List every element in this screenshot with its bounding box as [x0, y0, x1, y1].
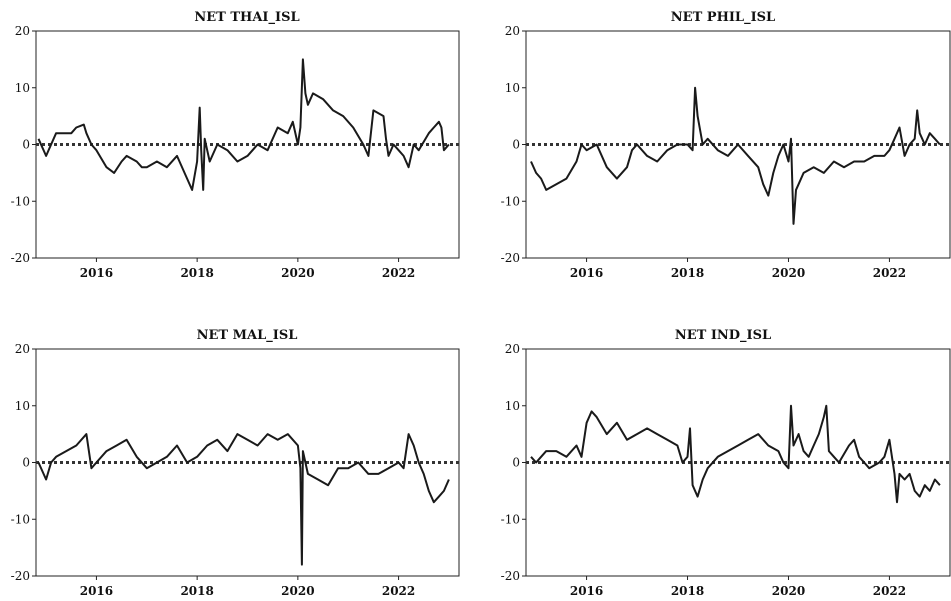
- series-line: [530, 86, 941, 225]
- panel-net-mal-isl: NET MAL_ISL 20 10 0 -10 -20 2016 2018 2020 2022: [11, 328, 460, 598]
- y-tick-label: 0: [512, 138, 520, 152]
- chart-title: NET PHIL_ISL: [671, 10, 775, 25]
- y-tick-label: 20: [15, 342, 30, 356]
- y-tick-label: -10: [501, 512, 520, 526]
- x-tick-label: 2022: [382, 266, 415, 280]
- y-tick-label: -10: [11, 512, 30, 526]
- x-tick-label: 2018: [180, 266, 213, 280]
- x-tick-label: 2016: [80, 584, 113, 598]
- y-tick-label: 0: [22, 138, 30, 152]
- x-tick-label: 2018: [671, 266, 704, 280]
- y-tick-label: -10: [11, 194, 30, 208]
- x-tick-label: 2018: [180, 584, 213, 598]
- x-tick-label: 2016: [570, 266, 603, 280]
- x-tick-label: 2016: [570, 584, 603, 598]
- y-tick-label: -20: [501, 251, 520, 265]
- y-tick-label: 20: [505, 342, 520, 356]
- y-tick-label: 10: [505, 399, 520, 413]
- x-tick-label: 2020: [281, 266, 314, 280]
- panel-net-thai-isl: NET THAI_ISL 20 10 0 -10 -20 2016 2018 2020 2022: [11, 10, 460, 280]
- y-tick-label: -20: [11, 569, 30, 583]
- series-line: [37, 58, 450, 191]
- x-tick-label: 2022: [873, 584, 906, 598]
- y-tick-label: 20: [15, 24, 30, 38]
- y-tick-label: -20: [11, 251, 30, 265]
- x-tick-label: 2020: [772, 266, 805, 280]
- x-tick-label: 2020: [772, 584, 805, 598]
- series-line: [530, 404, 941, 504]
- chart-title: NET THAI_ISL: [194, 10, 299, 25]
- x-tick-label: 2016: [80, 266, 113, 280]
- x-tick-label: 2020: [281, 584, 314, 598]
- panel-net-phil-isl: NET PHIL_ISL 20 10 0 -10 -20 2016 2018 2020 2022: [501, 10, 951, 280]
- y-tick-label: 20: [505, 24, 520, 38]
- y-tick-label: 0: [512, 456, 520, 470]
- y-tick-label: -10: [501, 194, 520, 208]
- y-tick-label: -20: [501, 569, 520, 583]
- y-tick-label: 0: [22, 456, 30, 470]
- chart-title: NET IND_ISL: [675, 328, 771, 343]
- x-tick-label: 2018: [671, 584, 704, 598]
- y-tick-label: 10: [15, 399, 30, 413]
- panel-net-ind-isl: NET IND_ISL 20 10 0 -10 -20 2016 2018 2020 2022: [501, 328, 951, 598]
- chart-title: NET MAL_ISL: [197, 328, 298, 343]
- x-tick-label: 2022: [382, 584, 415, 598]
- y-tick-label: 10: [505, 81, 520, 95]
- y-tick-label: 10: [15, 81, 30, 95]
- series-line: [37, 433, 450, 566]
- x-tick-label: 2022: [873, 266, 906, 280]
